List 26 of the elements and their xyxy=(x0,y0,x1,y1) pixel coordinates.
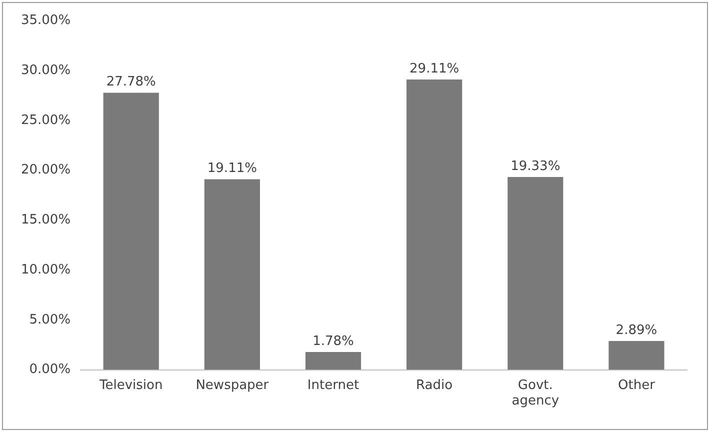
y-tick-label: 25.00% xyxy=(20,112,71,128)
bar xyxy=(103,92,159,370)
x-tick-label: Other xyxy=(618,378,656,393)
x-tick-label: Govt. agency xyxy=(512,378,560,409)
x-tick-label: Internet xyxy=(307,378,360,393)
data-label: 1.78% xyxy=(312,334,354,349)
bar xyxy=(508,177,564,370)
bar xyxy=(204,179,260,370)
x-tick-label: Radio xyxy=(416,378,453,393)
data-label: 2.89% xyxy=(616,322,658,338)
x-tick-label: Television xyxy=(98,378,163,393)
y-tick-label: 35.00% xyxy=(20,13,71,28)
bar xyxy=(406,80,462,370)
data-label: 19.33% xyxy=(510,158,560,174)
bar xyxy=(305,352,362,370)
y-tick-label: 30.00% xyxy=(20,63,71,78)
y-tick-label: 15.00% xyxy=(20,212,71,228)
data-label: 29.11% xyxy=(410,61,460,76)
y-tick-label: 5.00% xyxy=(29,312,71,328)
y-tick-label: 10.00% xyxy=(20,262,71,278)
bar xyxy=(608,340,664,370)
data-label: 27.78% xyxy=(106,74,156,90)
y-tick-label: 20.00% xyxy=(20,162,71,178)
y-tick-label: 0.00% xyxy=(29,362,71,378)
x-tick-label: Newspaper xyxy=(196,378,270,393)
data-label: 19.11% xyxy=(207,161,257,176)
